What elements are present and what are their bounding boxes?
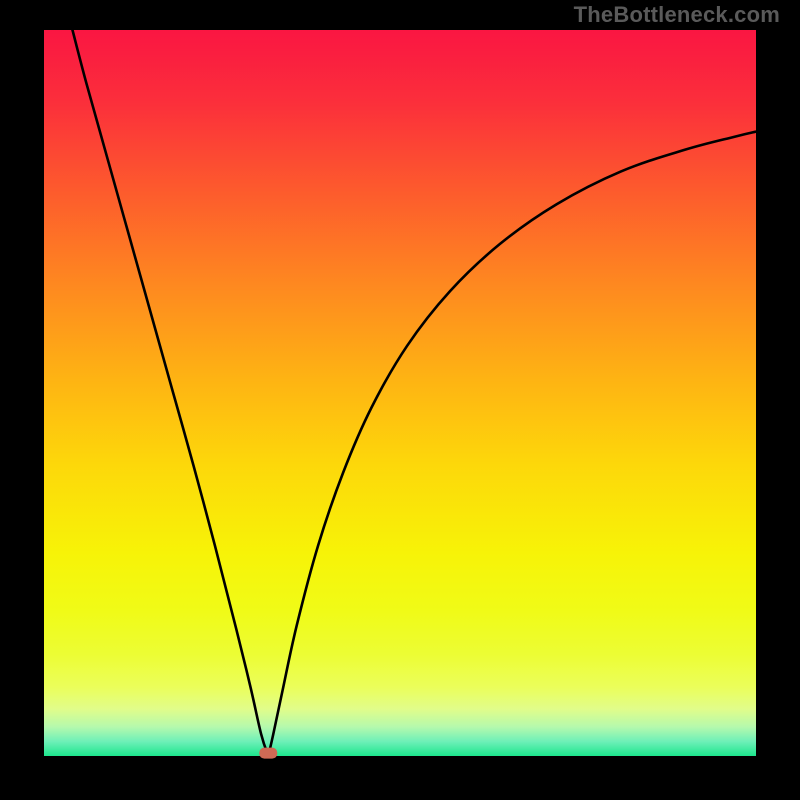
curve-minimum-marker: [259, 748, 277, 759]
plot-gradient-bg: [44, 30, 756, 756]
chart-root: TheBottleneck.com: [0, 0, 800, 800]
watermark-text: TheBottleneck.com: [574, 2, 780, 28]
bottleneck-curve-chart: [0, 0, 800, 800]
